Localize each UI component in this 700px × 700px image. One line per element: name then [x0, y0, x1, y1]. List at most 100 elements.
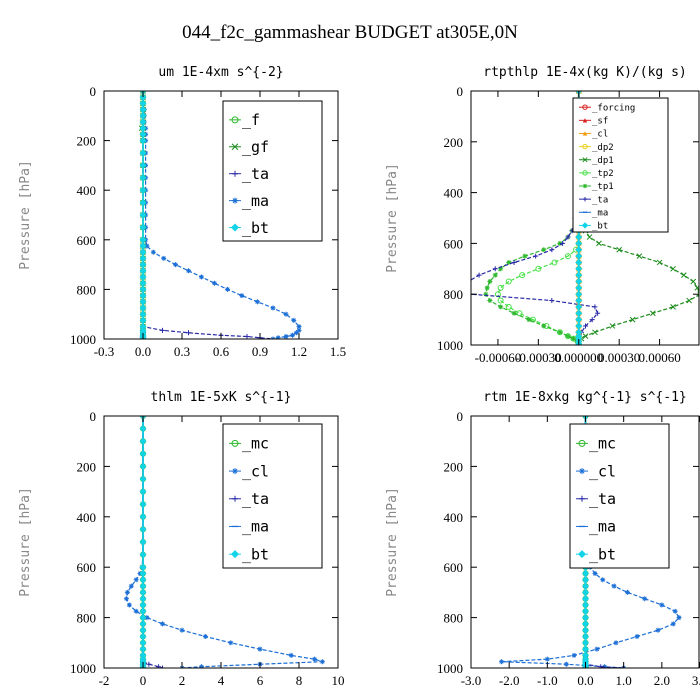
data-point	[492, 266, 498, 272]
data-point	[270, 305, 276, 311]
data-point	[511, 259, 517, 265]
data-point	[592, 571, 598, 576]
data-point	[139, 525, 147, 533]
y-tick-label: 1000	[70, 332, 96, 347]
data-point	[212, 280, 217, 286]
data-point	[296, 327, 302, 333]
legend-label: _mc	[242, 435, 269, 453]
data-point	[290, 332, 295, 338]
data-point	[560, 240, 566, 246]
data-point	[199, 664, 204, 668]
legend-label: _bt	[242, 219, 269, 237]
data-point	[139, 576, 147, 584]
data-point	[160, 621, 165, 627]
data-point	[575, 316, 583, 324]
data-point	[139, 595, 147, 603]
data-point	[582, 614, 589, 622]
data-point	[139, 462, 147, 470]
data-point	[570, 336, 576, 342]
y-tick-label: 1000	[437, 338, 463, 353]
data-point	[156, 664, 162, 668]
data-point	[483, 291, 489, 297]
y-tick-label: 800	[77, 611, 97, 626]
data-point	[697, 291, 699, 298]
data-point	[139, 186, 147, 194]
data-point	[575, 258, 583, 266]
data-point	[139, 130, 147, 138]
data-point	[139, 310, 147, 318]
data-point	[179, 627, 185, 633]
legend-marker	[232, 170, 238, 177]
data-point	[139, 261, 147, 269]
legend: _mc _cl _ta _ma _bt	[569, 423, 670, 569]
legend-label: _bt	[592, 222, 608, 232]
data-point	[575, 309, 583, 317]
series-group	[123, 416, 325, 668]
data-point	[616, 246, 623, 253]
y-axis-label: Pressure [hPa]	[18, 160, 33, 270]
data-point	[319, 659, 325, 665]
data-point	[476, 272, 482, 278]
data-point	[257, 646, 263, 652]
legend-marker	[231, 116, 239, 124]
data-point	[173, 262, 178, 268]
y-axis-label: Pressure [hPa]	[18, 487, 33, 597]
data-point	[629, 316, 636, 323]
legend-marker	[582, 143, 588, 150]
data-point	[139, 106, 147, 114]
legend-label: _ta	[242, 490, 269, 508]
data-point	[199, 274, 204, 280]
data-point	[676, 615, 682, 621]
data-point	[492, 272, 498, 278]
data-point	[144, 243, 150, 249]
legend-marker	[579, 495, 585, 502]
legend-label: _forcing	[592, 103, 635, 113]
x-tick-label: 0.6	[213, 344, 230, 359]
data-point	[624, 589, 630, 595]
data-point	[244, 334, 250, 339]
legend-label: _mc	[589, 435, 616, 453]
x-tick-label: -0.3	[94, 344, 115, 359]
data-point	[139, 513, 147, 521]
data-point	[592, 304, 598, 310]
data-point	[139, 645, 147, 653]
data-point	[582, 645, 589, 653]
data-point	[487, 298, 493, 304]
legend-box	[222, 100, 323, 242]
data-point	[139, 174, 147, 182]
data-point	[128, 583, 134, 589]
data-point	[506, 259, 512, 265]
legend-label: _sf	[592, 116, 608, 126]
legend-label: _tp2	[592, 169, 614, 179]
data-point	[600, 577, 606, 583]
legend-label: _bt	[589, 545, 616, 563]
data-point	[139, 304, 147, 312]
data-point	[690, 278, 697, 285]
data-point	[670, 621, 676, 627]
data-point	[150, 249, 156, 255]
chart-panels: um 1E-4xm s^{-2}Pressure [hPa]0200400600…	[18, 65, 700, 688]
data-point	[636, 253, 643, 259]
y-tick-label: 1000	[70, 661, 96, 676]
data-point	[582, 601, 589, 609]
data-point	[497, 284, 504, 291]
data-point	[549, 247, 555, 253]
data-point	[582, 576, 589, 584]
x-tick-label: 1.0	[616, 673, 632, 688]
x-tick-label: -2.0	[499, 673, 520, 688]
data-point	[239, 293, 245, 299]
data-point	[582, 620, 589, 628]
panel-title: thlm 1E-5xK s^{-1}	[151, 390, 292, 405]
data-point	[139, 99, 147, 107]
data-point	[139, 488, 147, 496]
legend-label: _bt	[242, 545, 269, 563]
y-tick-label: 600	[444, 236, 464, 251]
data-point	[670, 304, 676, 310]
y-tick-label: 200	[444, 459, 464, 474]
y-axis-label: Pressure [hPa]	[385, 487, 400, 597]
data-point	[589, 317, 595, 323]
data-point	[283, 334, 289, 339]
legend-marker	[581, 222, 589, 229]
x-tick-label: 0.9	[252, 344, 268, 359]
